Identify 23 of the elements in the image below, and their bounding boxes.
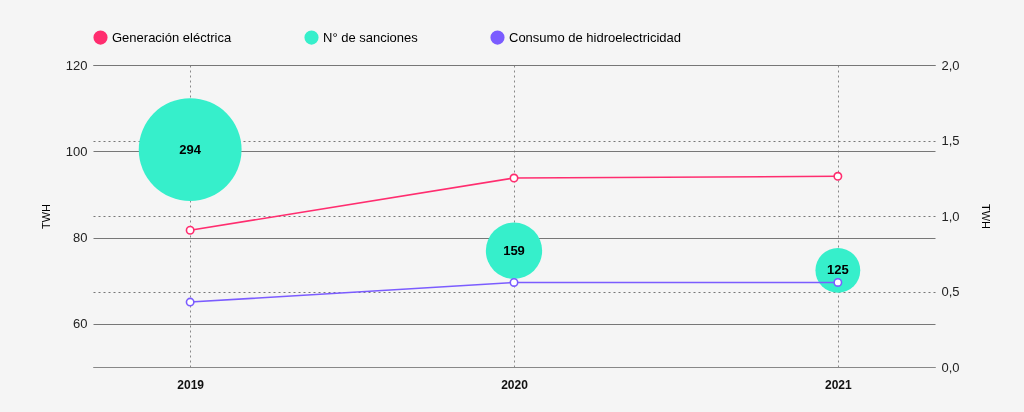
legend-label: Consumo de hidroelectricidad: [509, 29, 681, 45]
annotation: 294: [179, 141, 202, 157]
y-tick-label: 80: [73, 230, 88, 246]
legend-label: N° de sanciones: [323, 29, 419, 45]
x-tick-label: 2019: [177, 377, 205, 392]
annotation: 125: [826, 262, 849, 278]
x-tick-label: 2020: [501, 377, 529, 392]
point: [185, 225, 195, 235]
annotation: 159: [503, 242, 525, 258]
point: [509, 173, 519, 183]
y-axis-title: TWH: [39, 203, 52, 230]
y-tick-label: 120: [65, 57, 88, 73]
x-tick-label: 2021: [824, 377, 853, 392]
y2-tick-label: 0,0: [941, 359, 960, 375]
y2-axis-title: TWH: [979, 203, 992, 230]
y2-tick-label: 2,0: [941, 57, 960, 73]
y-tick-label: 60: [73, 316, 88, 332]
point: [833, 171, 843, 181]
y2-tick-label: 1,5: [941, 133, 960, 148]
y2-tick-label: 0,5: [941, 284, 960, 299]
legend-label: Generación eléctrica: [112, 29, 232, 45]
y2-tick-label: 1,0: [941, 208, 960, 224]
y-tick-label: 100: [65, 143, 88, 159]
